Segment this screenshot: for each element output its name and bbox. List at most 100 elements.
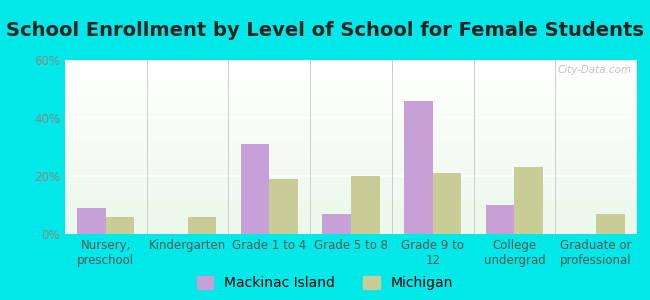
Text: School Enrollment by Level of School for Female Students: School Enrollment by Level of School for… [6,21,644,40]
Bar [65,62,637,63]
Bar [65,204,637,205]
Bar [65,170,637,171]
Bar [65,63,637,64]
Bar [65,75,637,76]
Bar [65,169,637,170]
Bar [65,182,637,183]
Bar [65,118,637,119]
Legend: Mackinac Island, Michigan: Mackinac Island, Michigan [197,276,453,290]
Bar [65,138,637,139]
Bar [65,81,637,82]
Bar [65,169,637,170]
Bar [65,105,637,106]
Bar [486,205,514,234]
Bar [65,83,637,84]
Bar [65,101,637,102]
Bar [65,205,637,206]
Bar [65,91,637,92]
Bar [351,176,380,234]
Bar [65,82,637,83]
Bar [65,141,637,142]
Bar [65,131,637,132]
Bar [65,109,637,110]
Bar [65,199,637,200]
Bar [65,133,637,134]
Bar [65,76,637,77]
Bar [65,149,637,150]
Bar [65,61,637,62]
Bar [65,185,637,186]
Bar [65,157,637,158]
Bar [65,85,637,86]
Bar [65,104,637,105]
Bar [65,111,637,112]
Bar [65,143,637,144]
Bar [65,146,637,147]
Bar [65,187,637,188]
Bar [65,200,637,201]
Bar [65,167,637,168]
Bar [65,116,637,117]
Bar [65,117,637,118]
Bar [65,136,637,137]
Bar [65,93,637,94]
Bar [65,186,637,187]
Bar [65,163,637,164]
Bar [65,66,637,67]
Bar [65,95,637,96]
Bar [65,181,637,182]
Bar [65,226,637,227]
Bar [65,230,637,231]
Bar [65,156,637,157]
Bar [65,179,637,180]
Bar [240,144,269,234]
Bar [65,177,637,178]
Bar [65,208,637,209]
Bar [65,148,637,149]
Bar [65,102,637,103]
Bar [65,60,637,61]
Bar [65,128,637,129]
Bar [65,65,637,66]
Bar [65,64,637,65]
Bar [65,106,637,107]
Bar [65,112,637,113]
Bar [65,162,637,163]
Bar [65,153,637,154]
Bar [65,140,637,141]
Bar [65,214,637,215]
Bar [269,179,298,234]
Bar [65,159,637,160]
Bar [65,217,637,218]
Bar [65,77,637,78]
Bar [65,87,637,88]
Bar [65,223,637,224]
Bar [65,71,637,72]
Bar [65,113,637,114]
Bar [65,209,637,210]
Bar [65,126,637,127]
Bar [65,134,637,135]
Bar [65,127,637,128]
Bar [65,78,637,79]
Bar [65,196,637,197]
Bar [65,94,637,95]
Bar [65,89,637,90]
Bar [65,211,637,212]
Bar [65,233,637,234]
Bar [65,219,637,220]
Bar [77,208,106,234]
Bar [65,180,637,181]
Bar [65,98,637,99]
Bar [65,158,637,159]
Bar [65,122,637,123]
Bar [65,184,637,185]
Bar [65,67,637,68]
Bar [65,176,637,177]
Bar [65,145,637,146]
Bar [65,165,637,166]
Bar [65,192,637,193]
Bar [65,68,637,69]
Text: City-Data.com: City-Data.com [557,65,631,75]
Bar [65,97,637,98]
